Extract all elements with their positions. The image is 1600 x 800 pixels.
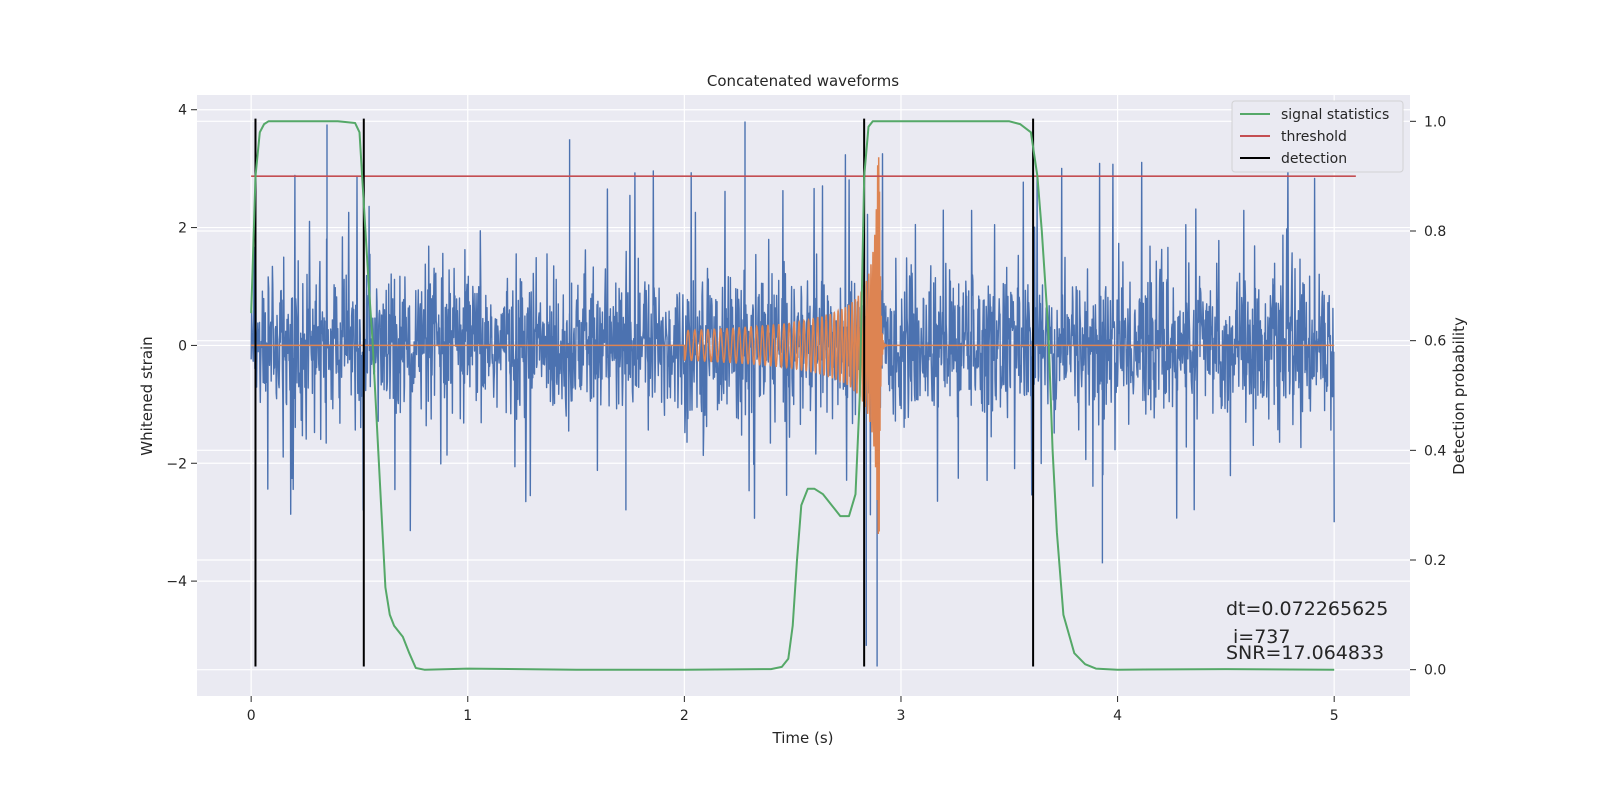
y-right-tick-label: 0.4 xyxy=(1424,443,1446,459)
strain-line xyxy=(250,121,1335,667)
y-tick-label: 0 xyxy=(178,338,187,354)
y-right-tick-label: 1.0 xyxy=(1424,114,1446,130)
annotation-snr: SNR=17.064833 xyxy=(1226,642,1384,664)
y-right-tick-label: 0.6 xyxy=(1424,334,1446,350)
y-right-tick-label: 0.0 xyxy=(1424,663,1446,679)
annotation-i: i=737 xyxy=(1233,626,1290,648)
x-tick-label: 1 xyxy=(463,708,472,724)
legend-label-threshold: threshold xyxy=(1281,129,1347,145)
x-tick-label: 5 xyxy=(1330,708,1339,724)
y-right-tick-label: 0.8 xyxy=(1424,224,1446,240)
y-tick-label: −2 xyxy=(166,456,187,472)
legend: signal statistics threshold detection xyxy=(1231,100,1404,173)
x-axis-label: Time (s) xyxy=(772,729,834,747)
x-tick-label: 4 xyxy=(1113,708,1122,724)
y-axis-right-label: Detection probability xyxy=(1450,317,1468,475)
annotation-dt: dt=0.072265625 xyxy=(1226,598,1388,620)
signal-statistics-line xyxy=(250,120,1335,671)
strain-series xyxy=(250,121,1335,667)
y-tick-label: −4 xyxy=(166,574,187,590)
legend-label-signal-statistics: signal statistics xyxy=(1281,107,1389,123)
left-axis: 4 2 0 −2 −4 xyxy=(166,103,197,590)
signal-statistics-series xyxy=(250,120,1335,671)
y-tick-label: 4 xyxy=(178,103,187,119)
x-tick-label: 2 xyxy=(680,708,689,724)
legend-label-detection: detection xyxy=(1281,151,1347,167)
y-right-tick-label: 0.2 xyxy=(1424,553,1446,569)
x-tick-label: 3 xyxy=(897,708,906,724)
template-line xyxy=(251,157,1335,535)
template-waveform xyxy=(251,157,1335,535)
right-axis: 1.0 0.8 0.6 0.4 0.2 0.0 xyxy=(1410,114,1446,679)
chart-title: Concatenated waveforms xyxy=(707,72,899,90)
y-axis-label: Whitened strain xyxy=(138,336,156,455)
y-tick-label: 2 xyxy=(178,221,187,237)
x-tick-label: 0 xyxy=(247,708,256,724)
legend-box xyxy=(1231,100,1404,173)
x-axis: 0 1 2 3 4 5 xyxy=(247,696,1339,724)
